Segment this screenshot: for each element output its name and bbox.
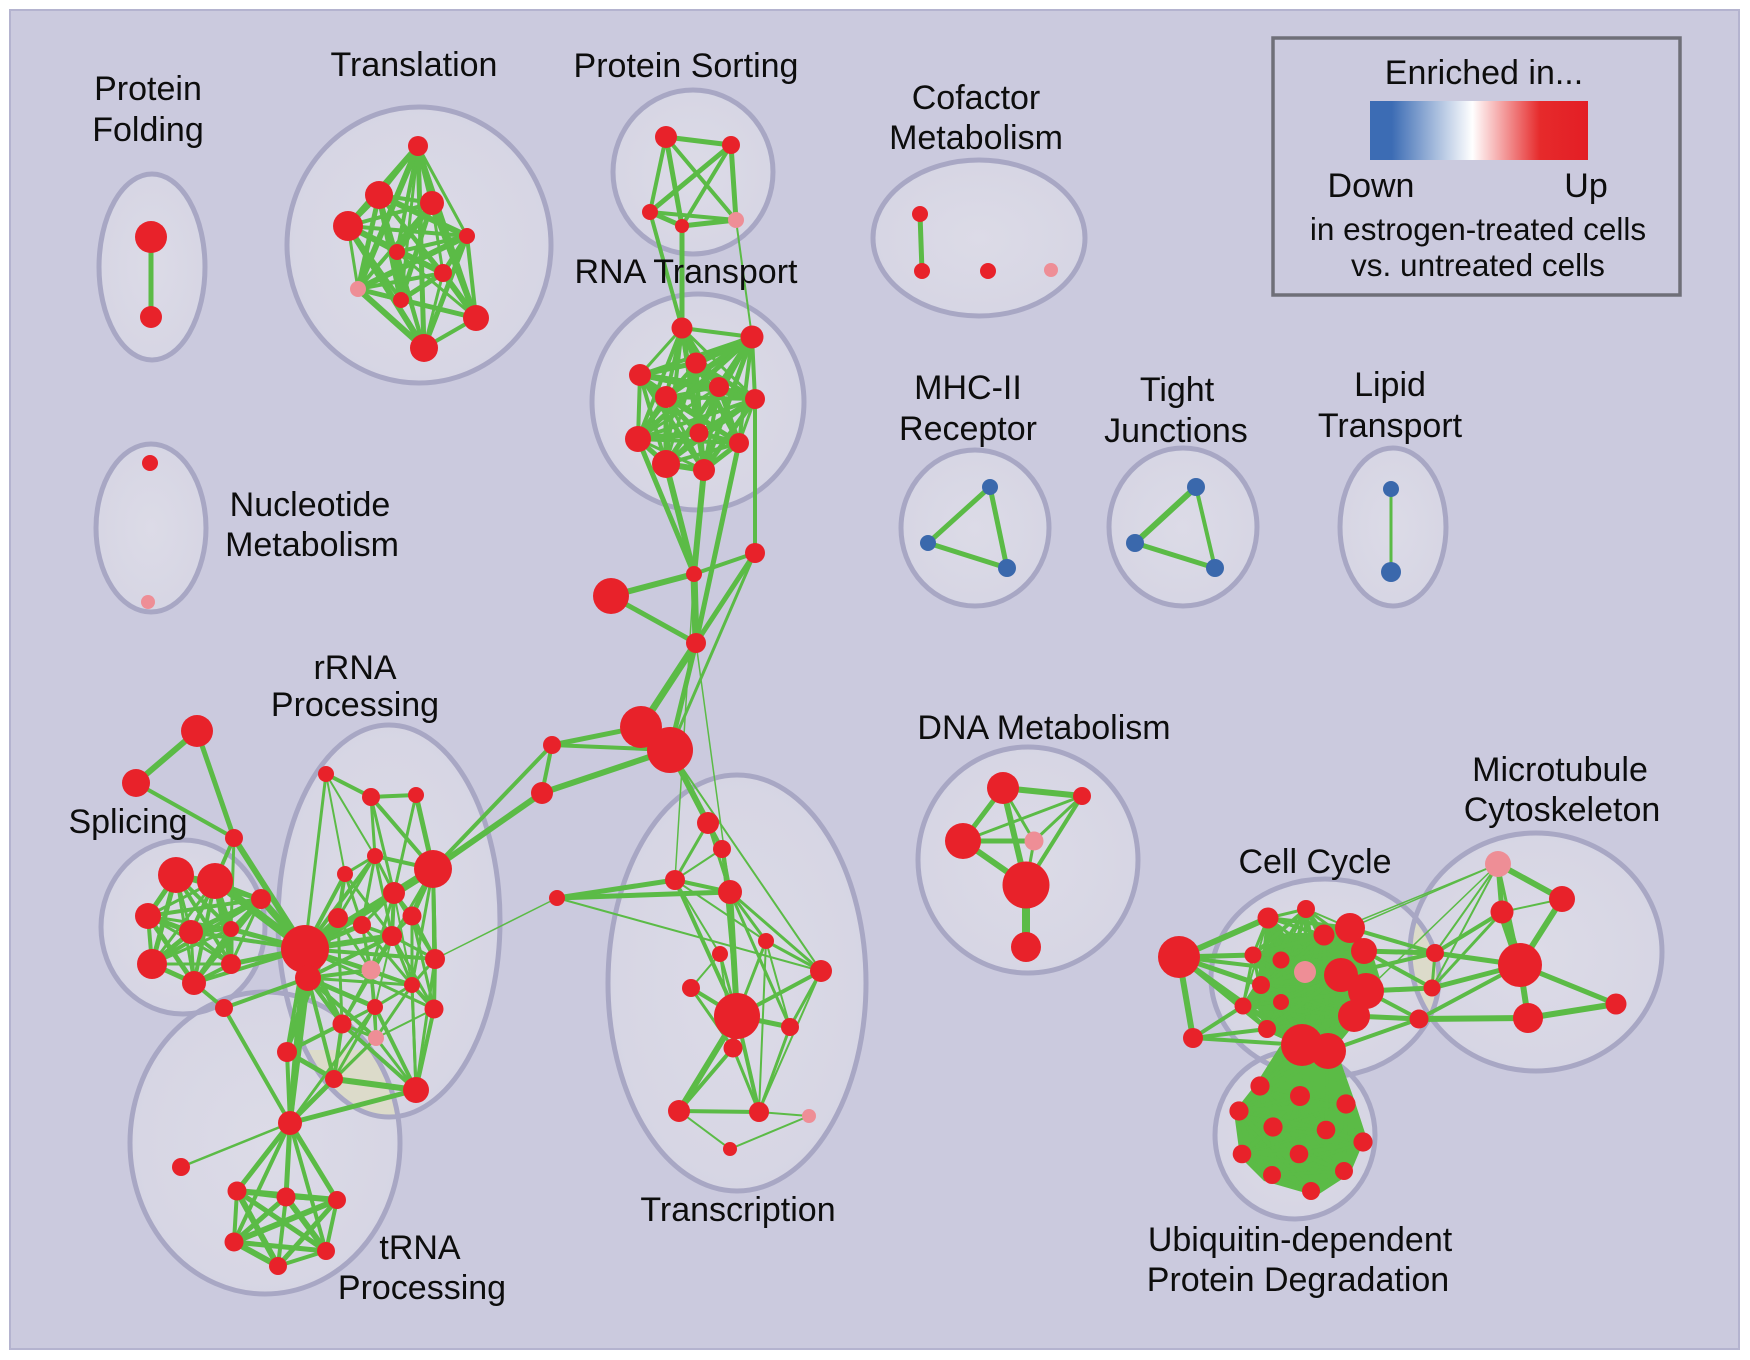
svg-text:Transport: Transport bbox=[1318, 407, 1463, 445]
svg-text:Processing: Processing bbox=[338, 1269, 506, 1307]
svg-text:tRNA: tRNA bbox=[379, 1229, 461, 1267]
svg-text:Splicing: Splicing bbox=[68, 803, 187, 841]
svg-text:Tight: Tight bbox=[1140, 371, 1215, 409]
svg-text:Nucleotide: Nucleotide bbox=[230, 486, 391, 524]
svg-text:Up: Up bbox=[1564, 167, 1607, 205]
svg-text:DNA Metabolism: DNA Metabolism bbox=[917, 709, 1170, 747]
svg-text:Folding: Folding bbox=[92, 111, 204, 149]
svg-text:Protein Sorting: Protein Sorting bbox=[574, 47, 799, 85]
svg-text:in estrogen-treated cells: in estrogen-treated cells bbox=[1310, 211, 1646, 247]
svg-text:Cytoskeleton: Cytoskeleton bbox=[1464, 791, 1661, 829]
svg-text:MHC-II: MHC-II bbox=[914, 369, 1022, 407]
svg-text:Translation: Translation bbox=[331, 46, 498, 84]
svg-text:Cofactor: Cofactor bbox=[912, 79, 1041, 117]
svg-text:Processing: Processing bbox=[271, 686, 439, 724]
svg-text:Metabolism: Metabolism bbox=[225, 526, 399, 564]
svg-text:Enriched in...: Enriched in... bbox=[1385, 54, 1583, 92]
svg-text:Cell Cycle: Cell Cycle bbox=[1238, 843, 1391, 881]
svg-text:Down: Down bbox=[1328, 167, 1415, 205]
svg-text:vs. untreated cells: vs. untreated cells bbox=[1351, 247, 1605, 283]
svg-text:Protein Degradation: Protein Degradation bbox=[1147, 1261, 1449, 1299]
svg-text:Lipid: Lipid bbox=[1354, 366, 1426, 404]
svg-text:Microtubule: Microtubule bbox=[1472, 751, 1648, 789]
svg-text:Ubiquitin-dependent: Ubiquitin-dependent bbox=[1148, 1221, 1453, 1259]
svg-text:rRNA: rRNA bbox=[313, 649, 396, 687]
svg-text:Transcription: Transcription bbox=[640, 1191, 835, 1229]
svg-text:RNA Transport: RNA Transport bbox=[575, 253, 799, 291]
svg-text:Receptor: Receptor bbox=[899, 410, 1037, 448]
svg-text:Junctions: Junctions bbox=[1104, 412, 1248, 450]
svg-text:Metabolism: Metabolism bbox=[889, 119, 1063, 157]
svg-text:Protein: Protein bbox=[94, 70, 202, 108]
